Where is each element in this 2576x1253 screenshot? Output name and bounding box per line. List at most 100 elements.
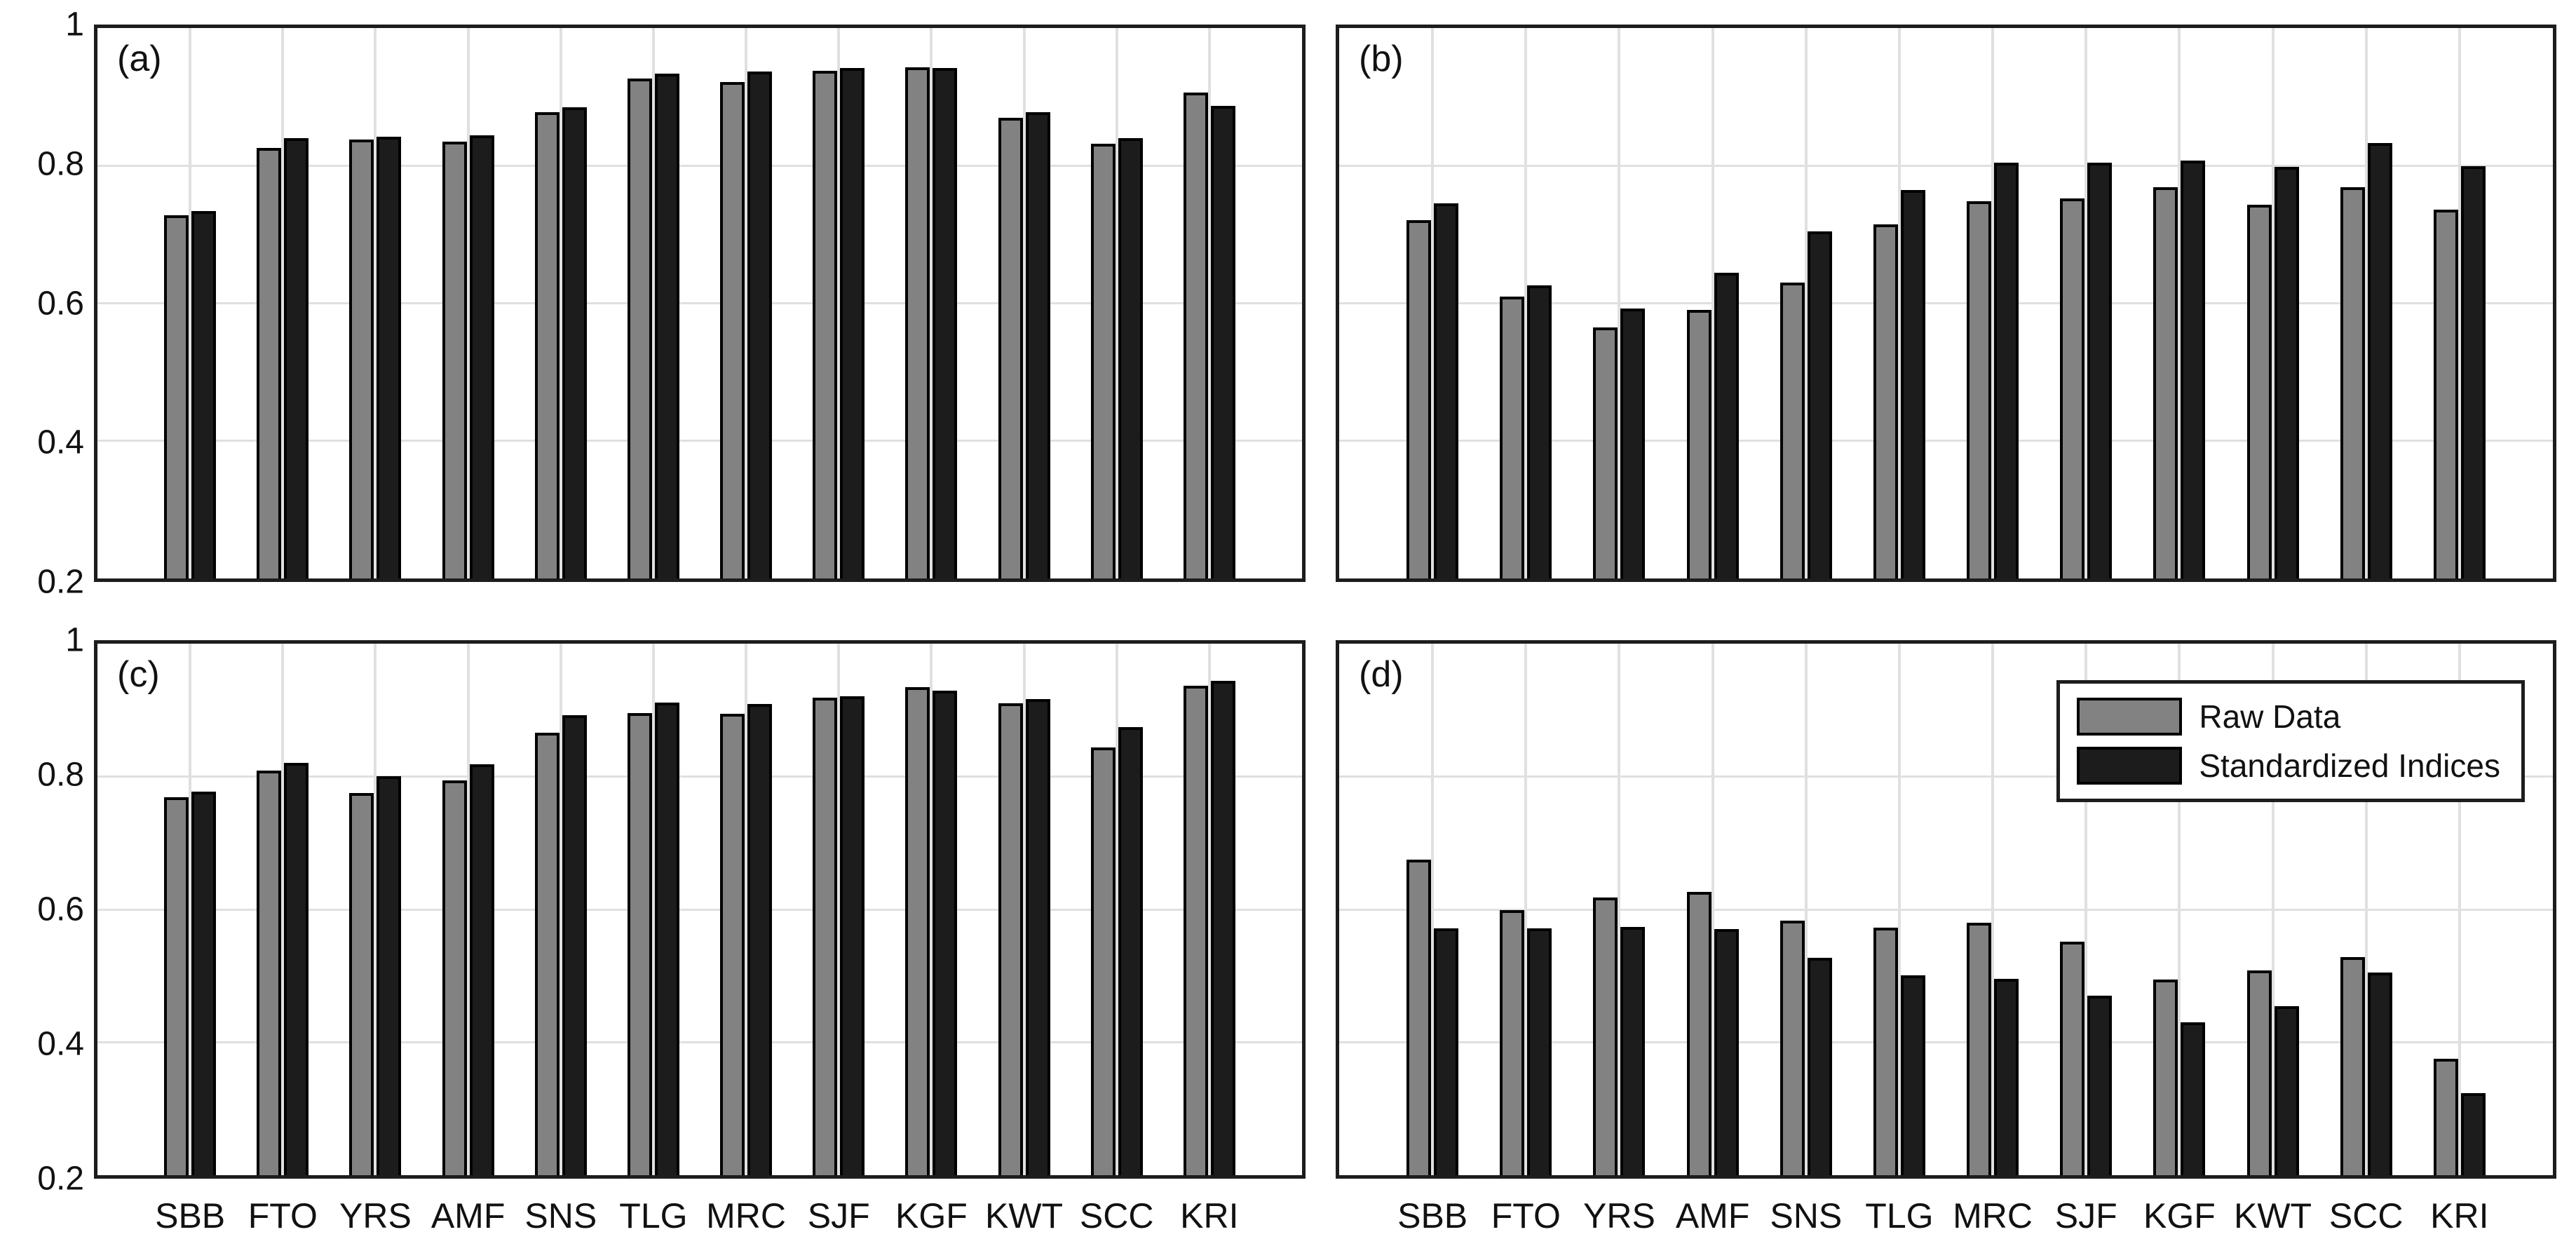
- v-gridline: [1022, 28, 1026, 578]
- bar-raw: [1780, 283, 1805, 578]
- y-tick-label: 0.4: [37, 424, 84, 461]
- x-tick-label: KGF: [895, 1196, 968, 1235]
- bar-standardized: [469, 764, 494, 1175]
- v-gridline: [651, 644, 655, 1175]
- bar-standardized: [1025, 698, 1050, 1175]
- y-tick-label: 1: [65, 6, 84, 43]
- h-gridline: [97, 775, 1302, 778]
- bar-standardized: [747, 71, 773, 578]
- bar-standardized: [1210, 681, 1235, 1175]
- y-tick-label: 0.8: [37, 756, 84, 794]
- v-gridline: [745, 644, 748, 1175]
- bar-raw: [2433, 210, 2458, 578]
- v-gridline: [837, 28, 841, 578]
- bar-standardized: [2087, 996, 2113, 1175]
- bar-standardized: [1118, 138, 1143, 578]
- bar-raw: [1967, 922, 1992, 1175]
- bar-standardized: [654, 703, 679, 1175]
- bar-standardized: [1807, 958, 1832, 1175]
- panel-a: (a): [94, 25, 1306, 582]
- y-tick-label: 0.8: [37, 145, 84, 183]
- v-gridline: [2178, 28, 2181, 578]
- h-gridline: [97, 440, 1302, 442]
- bar-standardized: [1714, 273, 1739, 578]
- v-gridline: [651, 28, 655, 578]
- bar-raw: [2340, 957, 2365, 1175]
- bar-raw: [627, 78, 652, 578]
- bar-standardized: [933, 691, 958, 1175]
- panel-letter-a: (a): [117, 39, 162, 79]
- bar-raw: [2246, 970, 2272, 1175]
- bar-standardized: [377, 775, 402, 1175]
- bar-raw: [257, 770, 282, 1175]
- v-gridline: [1804, 644, 1808, 1175]
- v-gridline: [281, 644, 285, 1175]
- v-gridline: [466, 28, 470, 578]
- bar-standardized: [1900, 189, 1925, 578]
- v-gridline: [1022, 644, 1026, 1175]
- h-gridline: [97, 908, 1302, 911]
- h-gridline: [97, 164, 1302, 167]
- v-gridline: [837, 644, 841, 1175]
- v-gridline: [281, 28, 285, 578]
- x-tick-label: SCC: [1079, 1196, 1154, 1235]
- v-gridline: [1431, 28, 1435, 578]
- x-tick-label: YRS: [1583, 1196, 1655, 1235]
- h-gridline: [97, 302, 1302, 304]
- v-gridline: [1115, 28, 1118, 578]
- bar-standardized: [933, 67, 958, 578]
- bar-raw: [2060, 942, 2085, 1175]
- bar-raw: [905, 67, 930, 578]
- bar-raw: [1090, 143, 1116, 578]
- bar-standardized: [1434, 203, 1459, 578]
- bar-standardized: [2274, 1006, 2299, 1175]
- x-tick-label: AMF: [1675, 1196, 1750, 1235]
- x-tick-label: SNS: [524, 1196, 597, 1235]
- x-tick-label: KGF: [2143, 1196, 2216, 1235]
- bar-raw: [2153, 979, 2178, 1175]
- x-tick-label: KRI: [2430, 1196, 2489, 1235]
- y-tick-label: 0.4: [37, 1025, 84, 1063]
- bar-standardized: [1994, 978, 2019, 1175]
- bar-standardized: [747, 704, 773, 1175]
- x-tick-label: AMF: [431, 1196, 506, 1235]
- bar-raw: [2340, 187, 2365, 578]
- v-gridline: [1618, 28, 1621, 578]
- x-tick-label: KWT: [2233, 1196, 2312, 1235]
- bar-standardized: [2181, 1022, 2206, 1175]
- bar-standardized: [284, 762, 309, 1175]
- v-gridline: [930, 644, 933, 1175]
- v-gridline: [1897, 28, 1901, 578]
- h-gridline: [1339, 908, 2553, 911]
- standardized-indices-swatch: [2077, 747, 2183, 785]
- bar-standardized: [562, 107, 587, 578]
- bar-raw: [1500, 909, 1525, 1175]
- bar-standardized: [2460, 1092, 2486, 1175]
- bar-standardized: [1807, 231, 1832, 578]
- bar-raw: [1593, 897, 1618, 1175]
- bar-standardized: [654, 73, 679, 578]
- bar-standardized: [1527, 285, 1552, 578]
- panel-b: (b): [1336, 25, 2556, 582]
- bar-standardized: [1620, 926, 1646, 1175]
- bar-raw: [813, 70, 838, 578]
- v-gridline: [1991, 644, 1995, 1175]
- x-tick-label: KWT: [984, 1196, 1064, 1235]
- bar-raw: [1686, 310, 1711, 578]
- bar-raw: [349, 139, 374, 578]
- x-tick-label: FTO: [1491, 1196, 1561, 1235]
- v-gridline: [559, 28, 562, 578]
- bar-raw: [534, 111, 560, 578]
- v-gridline: [2084, 28, 2088, 578]
- v-gridline: [2364, 644, 2368, 1175]
- legend-item-raw-data: Raw Data: [2077, 698, 2500, 736]
- bar-raw: [1406, 219, 1432, 578]
- bar-raw: [164, 215, 189, 578]
- bar-standardized: [2274, 167, 2299, 578]
- v-gridline: [1115, 644, 1118, 1175]
- legend-label: Standardized Indices: [2199, 747, 2500, 784]
- x-tick-label: KRI: [1180, 1196, 1239, 1235]
- v-gridline: [189, 28, 192, 578]
- h-gridline: [1339, 302, 2553, 304]
